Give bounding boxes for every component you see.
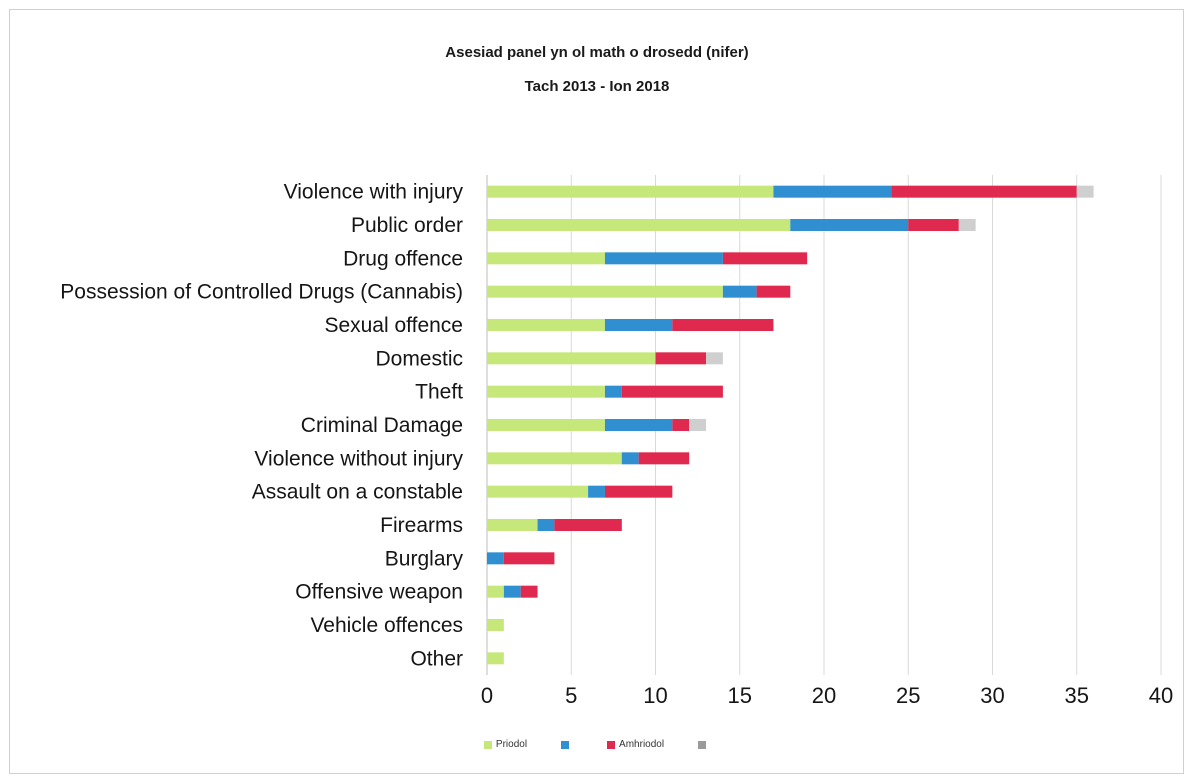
- bar-segment: [487, 385, 605, 398]
- category-label: Vehicle offences: [310, 614, 463, 637]
- bar-segment: [621, 452, 639, 465]
- category-label: Violence without injury: [254, 447, 463, 470]
- legend-label: Priodol: [495, 739, 528, 750]
- bar-segment: [672, 319, 774, 331]
- x-tick-label: 15: [728, 683, 752, 708]
- tick-labels: 0 5 10 15 20 25 30 35 40: [481, 683, 1173, 708]
- bar-segment: [554, 519, 622, 531]
- bar-segment: [487, 219, 791, 231]
- bar-segment: [487, 285, 723, 298]
- bar-segment: [487, 552, 504, 565]
- bar-segment: [1076, 185, 1094, 198]
- x-tick-label: 0: [481, 683, 493, 708]
- category-label: Public order: [351, 214, 463, 237]
- legend-item: [561, 739, 573, 750]
- category-label: Drug offence: [343, 247, 463, 270]
- bars: [487, 185, 1094, 665]
- bar-segment: [908, 219, 959, 231]
- category-label: Violence with injury: [284, 181, 464, 204]
- bar-segment: [638, 452, 690, 465]
- bar-segment: [621, 385, 723, 398]
- category-label: Assault on a constable: [252, 481, 463, 504]
- legend-swatch: [561, 740, 570, 749]
- bar-segment: [604, 252, 723, 265]
- bar-segment: [958, 219, 976, 231]
- bar-segment: [487, 419, 605, 431]
- x-tick-label: 10: [643, 683, 667, 708]
- bar-segment: [672, 419, 690, 431]
- bar-segment: [487, 585, 504, 598]
- bar-segment: [487, 452, 622, 465]
- bar-segment: [520, 585, 538, 598]
- chart-title: Asesiad panel yn ol math o drosedd (nife…: [445, 44, 749, 61]
- bar-segment: [722, 252, 808, 265]
- category-label: Possession of Controlled Drugs (Cannabis…: [60, 281, 463, 304]
- legend-swatch: [698, 740, 707, 749]
- bar-segment: [588, 485, 605, 498]
- category-label: Burglary: [385, 547, 464, 570]
- x-tick-label: 30: [980, 683, 1004, 708]
- legend-label: Amhriodol: [619, 739, 665, 750]
- bar-segment: [487, 352, 656, 365]
- bar-segment: [503, 585, 521, 598]
- x-tick-label: 35: [1065, 683, 1089, 708]
- bar-segment: [891, 185, 1077, 198]
- chart-subtitle: Tach 2013 - Ion 2018: [524, 78, 670, 95]
- bar-segment: [487, 519, 538, 531]
- bar-segment: [722, 285, 757, 298]
- x-tick-label: 40: [1149, 683, 1173, 708]
- category-label: Domestic: [375, 347, 463, 370]
- category-label: Theft: [415, 381, 463, 404]
- x-tick-label: 20: [812, 683, 836, 708]
- bar-segment: [487, 619, 504, 631]
- category-label: Firearms: [380, 514, 463, 537]
- bar-segment: [790, 219, 909, 231]
- category-label: Offensive weapon: [295, 581, 463, 604]
- x-tick-label: 5: [565, 683, 577, 708]
- bar-segment: [604, 419, 673, 431]
- bar-segment: [487, 252, 605, 265]
- legend-swatch: [607, 740, 616, 749]
- bar-segment: [604, 319, 673, 331]
- bar-segment: [756, 285, 791, 298]
- bar-segment: [487, 652, 504, 665]
- bar-segment: [706, 352, 723, 365]
- legend-item: [698, 739, 710, 750]
- category-labels: Violence with injury Public order Drug off…: [60, 181, 463, 671]
- bar-segment: [487, 185, 774, 198]
- category-label: Sexual offence: [324, 314, 463, 337]
- category-label: Other: [410, 647, 463, 670]
- bar-segment: [503, 552, 555, 565]
- bar-segment: [604, 485, 673, 498]
- x-tick-label: 25: [896, 683, 920, 708]
- bar-segment: [537, 519, 555, 531]
- bar-segment: [487, 485, 589, 498]
- legend-item: Priodol: [483, 739, 528, 750]
- bar-segment: [655, 352, 707, 365]
- bar-segment: [773, 185, 892, 198]
- bar-segment: [689, 419, 707, 431]
- bar-segment: [487, 319, 605, 331]
- category-label: Criminal Damage: [301, 414, 463, 437]
- bar-segment: [604, 385, 622, 398]
- legend: Priodol Amhriodol: [0, 739, 1194, 750]
- legend-swatch: [483, 740, 492, 749]
- legend-item: Amhriodol: [607, 739, 664, 750]
